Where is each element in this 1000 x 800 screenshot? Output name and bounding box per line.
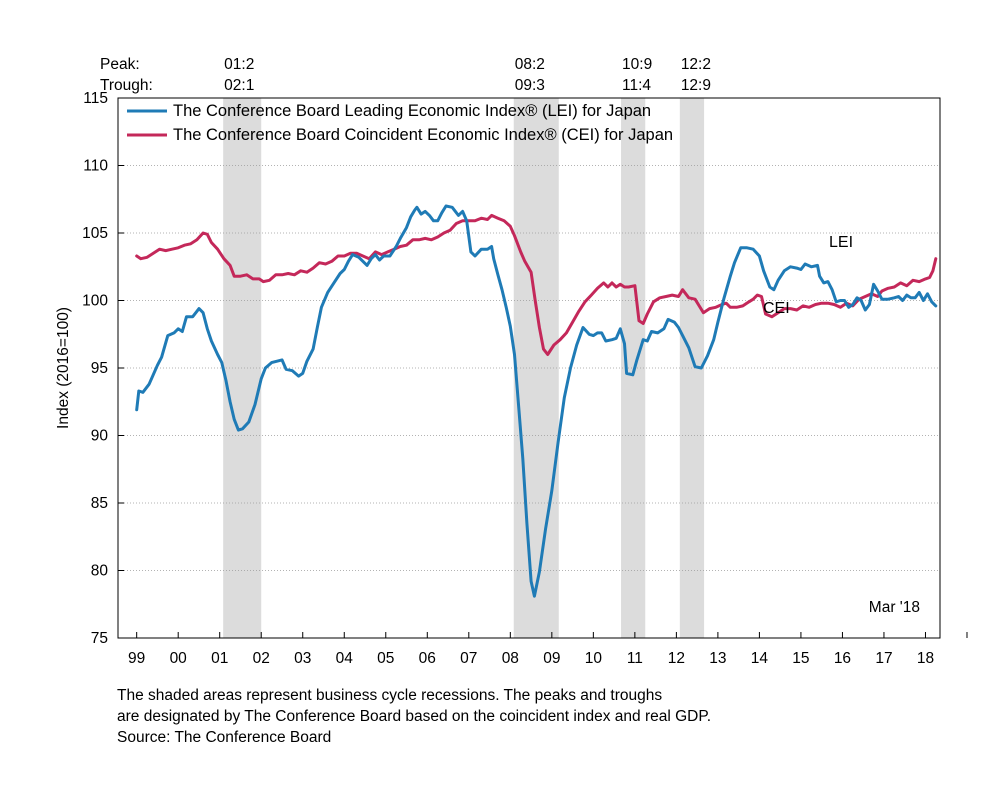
x-tick-label-09: 09 (543, 650, 560, 667)
footnote: The shaded areas represent business cycl… (117, 685, 711, 748)
cei-line-label: CEI (763, 300, 790, 317)
peak-date-2: 10:9 (622, 56, 652, 73)
y-tick-label-95: 95 (91, 360, 108, 377)
recession-band-1 (513, 98, 559, 638)
series-lines (135, 204, 938, 598)
y-tick-label-90: 90 (91, 428, 109, 445)
y-tick-label-75: 75 (91, 630, 108, 647)
y-tick-label-85: 85 (91, 495, 108, 512)
recession-shading (223, 98, 705, 638)
cei-series-line (135, 213, 938, 356)
y-tick-label-105: 105 (82, 225, 108, 242)
y-axis-label: Index (2016=100) (55, 307, 72, 429)
x-tick-label-02: 02 (253, 650, 270, 667)
y-tick-label-100: 100 (82, 293, 108, 310)
footnote-line-3: Source: The Conference Board (117, 729, 332, 746)
peak-trough-header: Peak: Trough: 01:2 02:1 08:2 09:3 10:9 11:4 12:2… (100, 56, 711, 94)
x-tick-label-99: 99 (128, 650, 145, 667)
x-tick-label-08: 08 (502, 650, 519, 667)
recession-band-0 (223, 98, 262, 638)
legend-label-lei: The Conference Board Leading Economic In… (173, 102, 651, 120)
peak-row-label: Peak: (100, 56, 140, 73)
x-tick-label-07: 07 (460, 650, 477, 667)
gridlines (118, 165, 940, 571)
x-tick-label-05: 05 (377, 650, 394, 667)
lei-series-line (135, 204, 938, 598)
y-axis: 75 80 85 90 95 100 105 110 115 (82, 90, 124, 647)
peak-date-3: 12:2 (681, 56, 711, 73)
x-tick-label-18: 18 (917, 650, 934, 667)
trough-date-0: 02:1 (224, 77, 254, 94)
x-tick-label-00: 00 (170, 650, 188, 667)
peak-date-0: 01:2 (224, 56, 254, 73)
x-tick-label-01: 01 (211, 650, 228, 667)
trough-row-label: Trough: (100, 77, 153, 94)
x-tick-label-12: 12 (668, 650, 685, 667)
y-tick-label-80: 80 (91, 563, 109, 580)
x-tick-label-11: 11 (627, 650, 643, 667)
peak-date-1: 08:2 (515, 56, 545, 73)
date-label: Mar '18 (869, 599, 920, 616)
y-tick-label-115: 115 (83, 90, 108, 107)
footnote-line-1: The shaded areas represent business cycl… (117, 687, 663, 704)
x-axis: 99 00 01 02 03 04 05 06 07 08 09 10 11 12 13 14 15 16 17 18 (128, 632, 968, 667)
trough-date-1: 09:3 (515, 77, 545, 94)
footnote-line-2: are designated by The Conference Board b… (117, 708, 711, 725)
lei-line-label: LEI (829, 234, 853, 251)
x-tick-label-17: 17 (875, 650, 892, 667)
x-tick-label-06: 06 (419, 650, 436, 667)
x-tick-label-16: 16 (834, 650, 851, 667)
legend-label-cei: The Conference Board Coincident Economic… (173, 126, 673, 144)
x-tick-label-13: 13 (709, 650, 726, 667)
x-tick-label-03: 03 (294, 650, 311, 667)
x-tick-label-15: 15 (792, 650, 809, 667)
legend: The Conference Board Leading Economic In… (127, 102, 673, 144)
trough-date-3: 12:9 (681, 77, 711, 94)
x-tick-label-14: 14 (751, 650, 769, 667)
y-tick-label-110: 110 (83, 158, 108, 175)
x-tick-label-10: 10 (585, 650, 603, 667)
x-tick-label-04: 04 (336, 650, 354, 667)
trough-date-2: 11:4 (622, 77, 651, 94)
